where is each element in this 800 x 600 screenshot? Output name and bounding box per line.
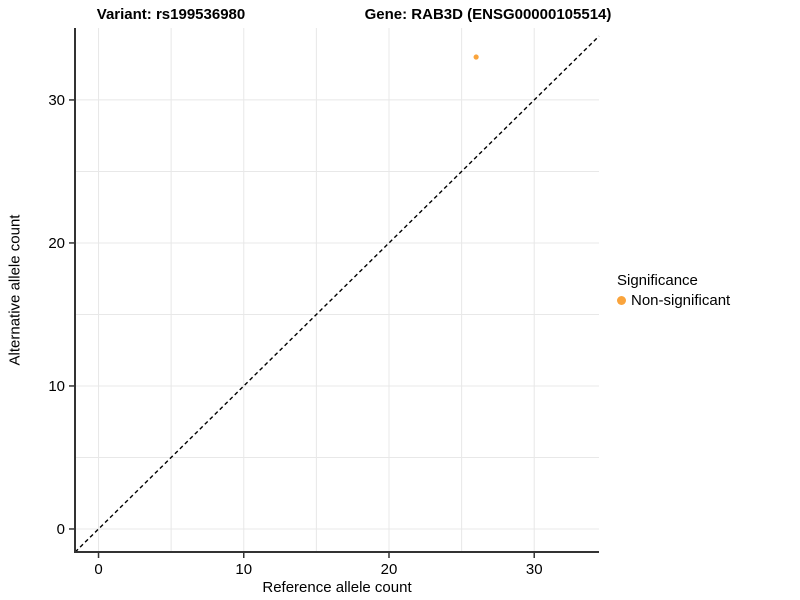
x-axis-title: Reference allele count bbox=[262, 579, 412, 596]
x-tick-label: 0 bbox=[94, 561, 102, 578]
legend-point-icon bbox=[617, 296, 626, 305]
x-tick-label: 10 bbox=[235, 561, 252, 578]
legend-item: Non-significant bbox=[617, 292, 730, 309]
legend: Significance Non-significant bbox=[617, 272, 730, 309]
variant-title: Variant: rs199536980 bbox=[96, 6, 246, 23]
x-tick-label: 20 bbox=[381, 561, 398, 578]
y-tick-label: 30 bbox=[48, 92, 65, 109]
y-axis-title: Alternative allele count bbox=[6, 214, 24, 366]
legend-title: Significance bbox=[617, 272, 698, 289]
legend-item-label: Non-significant bbox=[631, 292, 731, 309]
y-tick-label: 20 bbox=[48, 235, 65, 252]
data-point bbox=[473, 54, 479, 60]
x-tick-label: 30 bbox=[526, 561, 543, 578]
gene-title: Gene: RAB3D (ENSG00000105514) bbox=[364, 6, 612, 23]
identity-dashed-line bbox=[74, 35, 600, 553]
y-tick-label: 10 bbox=[48, 378, 65, 395]
y-tick-label: 0 bbox=[57, 521, 65, 538]
